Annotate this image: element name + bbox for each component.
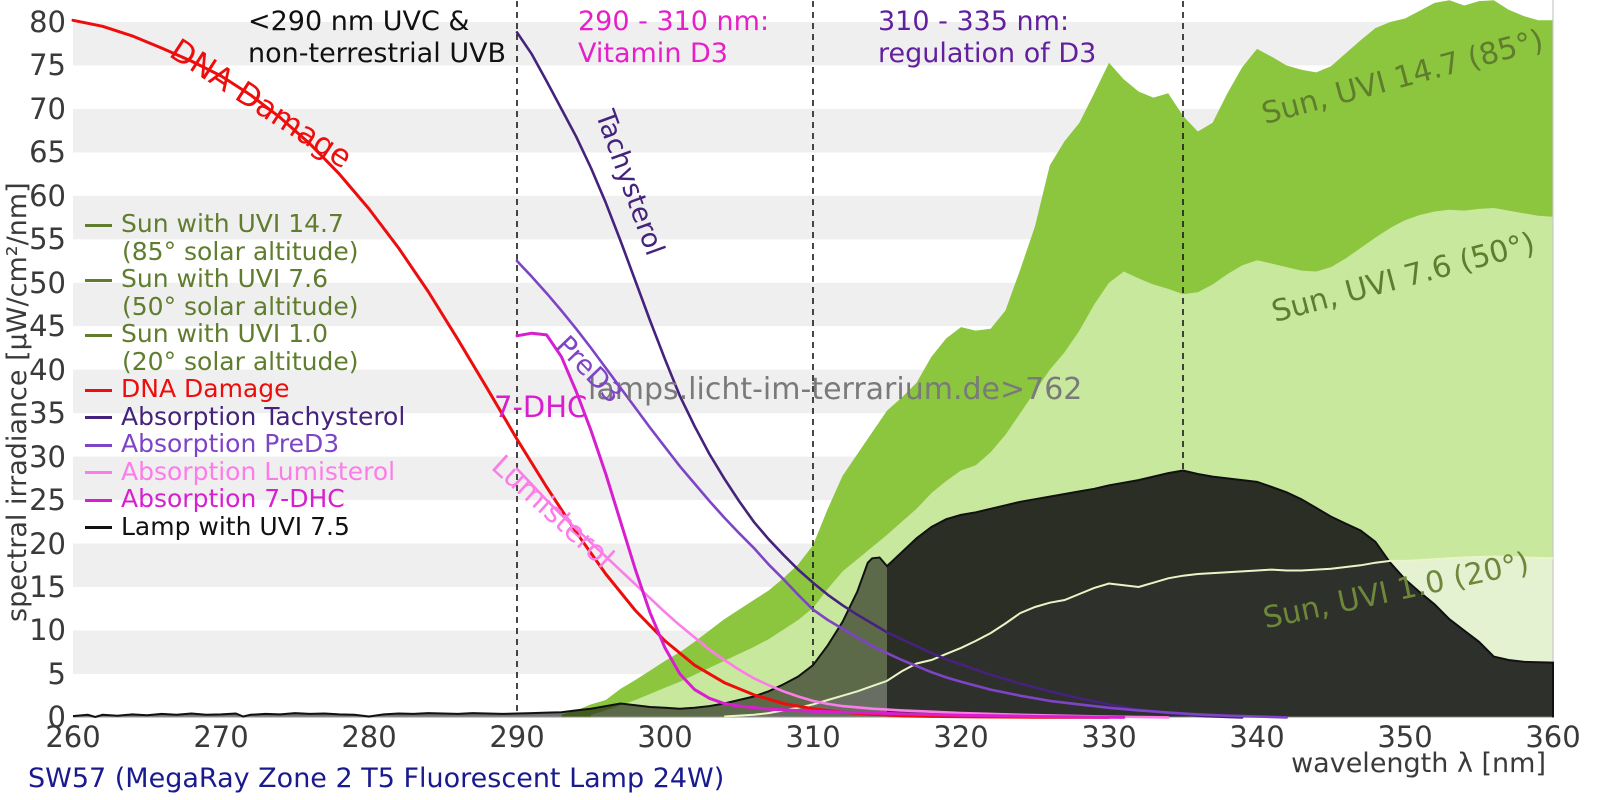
x-tick-label: 310 — [785, 720, 841, 754]
y-tick-label: 0 — [47, 700, 66, 735]
annotation-regd3-line1: 310 - 335 nm: — [878, 6, 1070, 37]
legend-dash-icon — [85, 443, 112, 447]
legend-item-7dhc: Absorption 7-DHC — [85, 485, 405, 513]
y-tick-label: 40 — [29, 352, 66, 387]
annotation-regd3-line2: regulation of D3 — [878, 37, 1097, 69]
x-tick-label: 360 — [1525, 720, 1581, 754]
annotation-uvc-line2: non-terrestrial UVB — [248, 37, 507, 69]
x-tick-label: 320 — [933, 720, 989, 754]
chart-title: SW57 (MegaRay Zone 2 T5 Fluorescent Lamp… — [28, 763, 725, 794]
legend-item-sun-uvi-14-7: Sun with UVI 14.7 — [85, 210, 405, 238]
legend-dash-icon — [85, 416, 112, 419]
annotation-uvc-line1: <290 nm UVC & — [248, 6, 470, 37]
legend-dash-icon — [85, 333, 112, 337]
y-tick-label: 60 — [29, 178, 66, 213]
legend-label: Sun with UVI 7.6 — [121, 264, 328, 293]
legend-dash-icon — [85, 223, 112, 227]
y-tick-label: 5 — [47, 656, 66, 691]
annotation-vitd3-line2: Vitamin D3 — [578, 37, 728, 69]
y-tick-label: 70 — [29, 91, 66, 126]
x-tick-label: 350 — [1377, 720, 1433, 754]
legend-dash-icon — [85, 471, 112, 474]
x-tick-label: 270 — [193, 720, 249, 754]
legend-sublabel: (20° solar altitude) — [122, 346, 359, 376]
legend-item-tachysterol: Absorption Tachysterol — [85, 401, 406, 431]
legend: Sun with UVI 14.7 (85° solar altitude) S… — [85, 210, 405, 540]
y-tick-label: 35 — [29, 396, 66, 431]
annotation-regulation-d3-region: 310 - 335 nm: regulation of D3 — [878, 6, 1096, 70]
y-tick-label: 80 — [29, 4, 66, 39]
y-tick-label: 10 — [29, 613, 66, 648]
legend-item-sun-uvi-1-0: Sun with UVI 1.0 — [85, 320, 405, 348]
legend-item-pred3: Absorption PreD3 — [85, 430, 405, 458]
annotation-uvc-region: <290 nm UVC & non-terrestrial UVB — [248, 6, 506, 70]
legend-item-lumisterol: Absorption Lumisterol — [85, 456, 405, 486]
legend-item-sun-uvi-1-0-sub: (20° solar altitude) — [85, 346, 405, 376]
y-tick-label: 75 — [29, 48, 66, 83]
x-tick-label: 290 — [489, 720, 545, 754]
curve-label-7dhc: 7-DHC — [494, 390, 588, 424]
watermark: lamps.licht-im-terrarium.de>762 — [588, 372, 1083, 407]
legend-item-sun-uvi-7-6: Sun with UVI 7.6 — [85, 265, 405, 293]
x-tick-label: 300 — [637, 720, 693, 754]
x-tick-label: 280 — [341, 720, 397, 754]
y-tick-label: 50 — [29, 265, 66, 300]
annotation-vitamin-d3-region: 290 - 310 nm: Vitamin D3 — [578, 6, 769, 70]
y-tick-label: 25 — [29, 483, 66, 518]
legend-label: Absorption Lumisterol — [121, 456, 396, 486]
legend-item-dna-damage: DNA Damage — [85, 375, 405, 403]
x-tick-label: 330 — [1081, 720, 1137, 754]
x-tick-label: 340 — [1229, 720, 1285, 754]
legend-dash-icon — [85, 278, 112, 282]
legend-item-sun-uvi-14-7-sub: (85° solar altitude) — [85, 236, 405, 266]
legend-item-sun-uvi-7-6-sub: (50° solar altitude) — [85, 291, 405, 321]
legend-label: DNA Damage — [121, 374, 290, 403]
legend-item-lamp: Lamp with UVI 7.5 — [85, 511, 405, 541]
legend-label: Sun with UVI 1.0 — [121, 319, 328, 348]
y-tick-label: 55 — [29, 222, 66, 257]
y-tick-label: 65 — [29, 135, 66, 170]
annotation-vitd3-line1: 290 - 310 nm: — [578, 6, 770, 37]
legend-label: Absorption Tachysterol — [121, 401, 406, 431]
y-tick-label: 20 — [29, 526, 66, 561]
legend-label: Absorption 7-DHC — [121, 484, 345, 513]
legend-label: Sun with UVI 14.7 — [121, 209, 344, 238]
legend-label: Lamp with UVI 7.5 — [121, 511, 350, 541]
legend-label: Absorption PreD3 — [121, 429, 340, 458]
x-tick-label: 260 — [45, 720, 101, 754]
legend-dash-icon — [85, 388, 112, 392]
legend-sublabel: (85° solar altitude) — [122, 236, 359, 266]
legend-sublabel: (50° solar altitude) — [122, 291, 359, 321]
legend-dash-icon — [85, 526, 112, 529]
y-tick-label: 45 — [29, 309, 66, 344]
legend-dash-icon — [85, 498, 112, 502]
x-axis-label: wavelength λ [nm] — [1291, 748, 1546, 779]
y-tick-label: 30 — [29, 439, 66, 474]
y-tick-label: 15 — [29, 570, 66, 604]
